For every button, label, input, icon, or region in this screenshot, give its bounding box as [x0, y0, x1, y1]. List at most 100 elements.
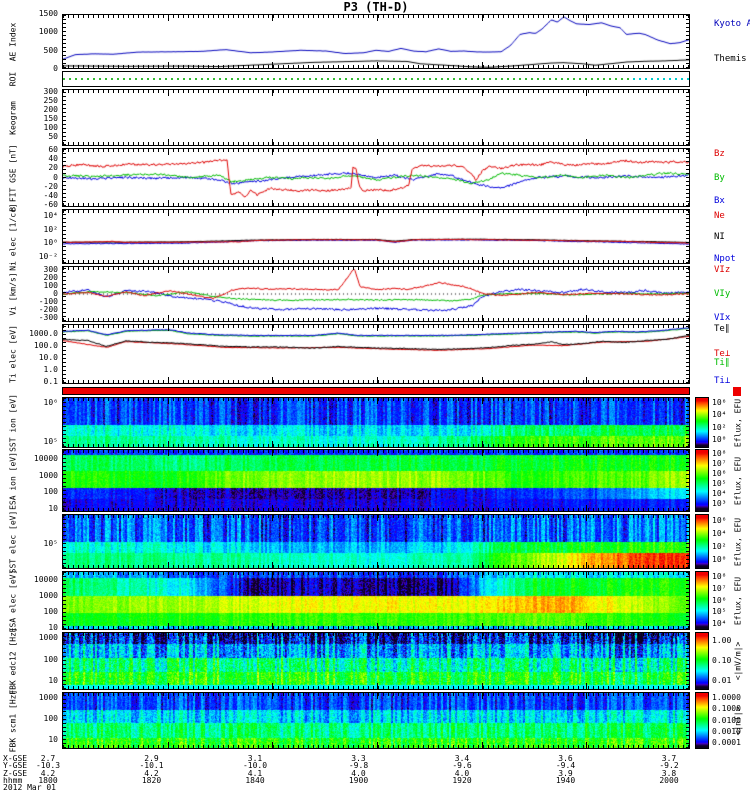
colorbar-esa_elec	[695, 571, 709, 630]
colorbar-tick-sst_ion: 10⁴	[712, 410, 727, 420]
x-minor-ticks	[63, 626, 689, 629]
x-major-tick	[377, 623, 378, 629]
y-minor-ticks	[686, 693, 689, 748]
ytick-vi: -100	[38, 297, 58, 306]
x-major-tick	[586, 683, 587, 689]
x-major-tick	[586, 693, 587, 699]
x-major-tick	[586, 441, 587, 447]
x-minor-ticks	[63, 142, 689, 145]
x-major-tick	[377, 693, 378, 699]
ytick-keogram: 200	[43, 104, 58, 114]
x-minor-ticks	[63, 693, 689, 696]
bottom-value: 2000	[659, 776, 679, 786]
x-major-tick	[482, 325, 483, 331]
x-major-tick	[377, 505, 378, 511]
x-major-tick	[377, 441, 378, 447]
x-major-tick	[586, 200, 587, 206]
x-minor-ticks	[63, 149, 689, 152]
x-major-tick	[482, 562, 483, 568]
x-major-tick	[586, 15, 587, 21]
legend-temp: Te⊥	[714, 349, 731, 359]
bottom-value: 1820	[141, 776, 162, 786]
x-major-tick	[168, 450, 169, 456]
ytick-temp: 10.0	[38, 352, 58, 362]
bottom-value: -10.3	[35, 761, 61, 771]
x-major-tick	[586, 515, 587, 521]
y-minor-ticks	[686, 325, 689, 383]
panel-redbar	[62, 387, 690, 395]
colorbar-tick-sst_elec: 10⁶	[712, 515, 727, 525]
colorbar-tick-esa_elec: 10⁵	[712, 607, 727, 617]
x-major-tick	[586, 450, 587, 456]
panel-sst_ion	[62, 397, 690, 448]
x-major-tick	[272, 441, 273, 447]
x-minor-ticks	[63, 508, 689, 511]
panel-vi	[62, 266, 690, 322]
x-major-tick	[272, 742, 273, 748]
x-major-tick	[586, 210, 587, 216]
x-major-tick	[168, 210, 169, 216]
x-major-tick	[377, 149, 378, 155]
ytick-ae: 500	[43, 45, 58, 55]
colorbar-unit-fbk_edc: <|mV/m|>	[733, 641, 743, 681]
x-major-tick	[482, 515, 483, 521]
legend-temp: Te∥	[714, 323, 730, 334]
roi-dotted-line	[63, 78, 633, 81]
keogram-canvas	[63, 90, 689, 145]
x-major-tick	[377, 398, 378, 404]
x-major-tick	[482, 149, 483, 155]
x-major-tick	[586, 149, 587, 155]
bottom-value: 3.7	[661, 754, 677, 763]
x-major-tick	[168, 562, 169, 568]
colorbar-tick-esa_ion: 10³	[712, 499, 727, 509]
ytick-vi: 100	[43, 280, 58, 290]
x-major-tick	[377, 633, 378, 639]
panel-esa_elec	[62, 571, 690, 630]
x-major-tick	[272, 633, 273, 639]
x-major-tick	[482, 505, 483, 511]
y-minor-ticks	[63, 267, 66, 321]
panel-ae	[62, 14, 690, 69]
ytick-fbk_edc: 1000	[38, 633, 58, 643]
x-major-tick	[168, 90, 169, 96]
colorbar-tick-esa_ion: 10⁸	[712, 449, 727, 459]
y-minor-ticks	[63, 149, 66, 206]
bottom-value: 4.0	[351, 768, 366, 778]
ytick-bfit: -60	[43, 199, 58, 209]
legend-ae: Kyoto AE	[714, 18, 750, 29]
bottom-value: 1920	[452, 776, 472, 786]
fbk_edc-colorbar-canvas	[696, 633, 708, 689]
x-major-tick	[377, 200, 378, 206]
x-major-tick	[377, 562, 378, 568]
x-major-tick	[586, 562, 587, 568]
x-major-tick	[377, 210, 378, 216]
x-major-tick	[272, 149, 273, 155]
colorbar-tick-esa_elec: 10⁴	[712, 619, 727, 629]
ytick-bfit: -20	[43, 181, 58, 191]
sst_elec-colorbar-canvas	[696, 515, 708, 568]
x-major-tick	[168, 315, 169, 321]
colorbar-tick-sst_elec: 10⁰	[712, 555, 727, 565]
x-minor-ticks	[63, 65, 689, 68]
sst_elec-canvas	[63, 515, 689, 568]
ytick-keogram: 150	[43, 113, 58, 123]
colorbar-tick-esa_elec: 10⁶	[712, 595, 727, 605]
ytick-esa_ion: 10000	[33, 454, 58, 464]
x-minor-ticks	[63, 325, 689, 328]
panel-keogram	[62, 89, 690, 146]
sst_ion-canvas	[63, 398, 689, 447]
y-minor-ticks	[63, 450, 66, 511]
y-minor-ticks	[63, 15, 66, 68]
y-minor-ticks	[686, 515, 689, 568]
bottom-value: -9.4	[555, 761, 576, 771]
x-major-tick	[272, 693, 273, 699]
x-major-tick	[168, 398, 169, 404]
panel-esa_ion	[62, 449, 690, 512]
x-major-tick	[168, 267, 169, 273]
x-major-tick	[482, 90, 483, 96]
fbk_edc-canvas	[63, 633, 689, 689]
plot-title: P3 (TH-D)	[343, 0, 409, 14]
colorbar-unit-sst_elec: Eflux, EFU	[733, 517, 743, 566]
colorbar-tick-fbk_edc: 1.00	[712, 635, 732, 645]
